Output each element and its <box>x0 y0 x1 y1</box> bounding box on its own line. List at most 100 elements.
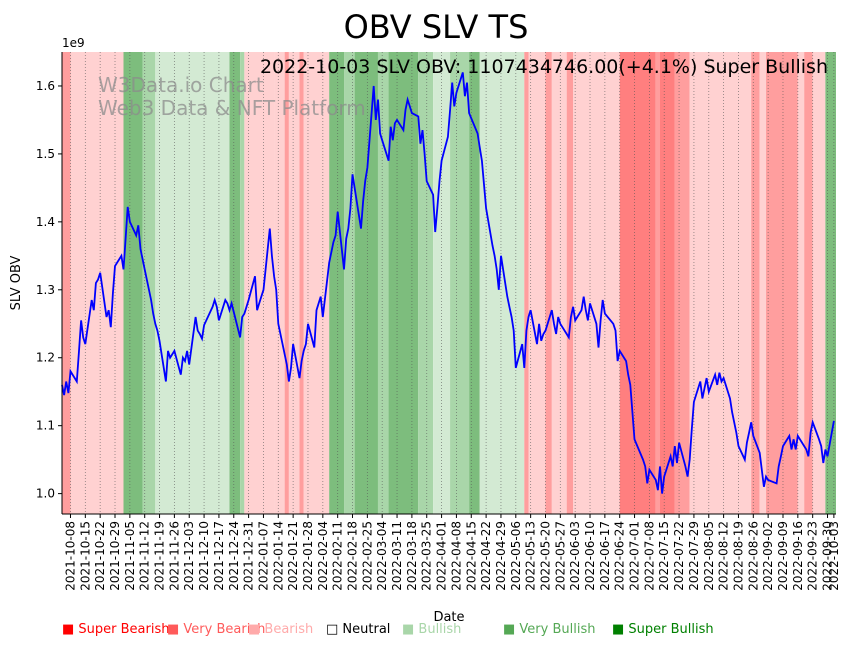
sentiment-band <box>655 52 660 514</box>
x-tick-label: 2021-12-24 <box>227 521 241 591</box>
sentiment-band <box>766 52 798 514</box>
sentiment-band <box>344 52 355 514</box>
x-tick-label: 2022-09-02 <box>761 521 775 591</box>
x-tick-label: 2021-10-22 <box>93 521 107 591</box>
x-tick-label: 2022-05-13 <box>524 521 538 591</box>
sentiment-band <box>299 52 304 514</box>
sentiment-band <box>797 52 805 514</box>
x-tick-label: 2022-06-10 <box>583 521 597 591</box>
sentiment-band <box>566 52 574 514</box>
legend-item: ■ Bearish <box>248 622 313 637</box>
legend-item: ■ Very Bullish <box>503 622 595 637</box>
sentiment-band <box>288 52 300 514</box>
x-tick-label: 2022-02-18 <box>346 521 360 591</box>
x-tick-label: 2021-12-17 <box>212 521 226 591</box>
sentiment-band <box>142 52 156 514</box>
x-tick-label: 2022-07-15 <box>657 521 671 591</box>
x-tick-label: 2022-05-20 <box>538 521 552 591</box>
axes <box>61 52 836 515</box>
sentiment-band <box>479 52 525 514</box>
x-tick-label: 2022-09-09 <box>776 521 790 591</box>
x-ticks: 2021-10-08 2021-10-15 2021-10-22 2021-10-29… <box>63 514 841 591</box>
sentiment-band <box>229 52 241 514</box>
x-tick-label: 2021-12-10 <box>197 521 211 591</box>
x-tick-label: 2021-12-31 <box>242 521 256 591</box>
x-tick-label: 2022-01-07 <box>256 521 270 591</box>
x-tick-label: 2022-08-19 <box>731 521 745 591</box>
legend-item: ■ Super Bullish <box>612 622 714 637</box>
x-tick-label: 2021-10-15 <box>78 521 92 591</box>
legend-item: ■ Super Bearish <box>62 622 170 637</box>
sentiment-band <box>303 52 330 514</box>
x-tick-label: 2021-11-26 <box>167 521 181 591</box>
sentiment-band <box>274 52 285 514</box>
x-tick-label: 2021-11-05 <box>123 521 137 591</box>
y-tick-label: 1.3 <box>36 283 55 297</box>
legend-item: □ Neutral <box>326 622 390 637</box>
x-tick-label: 2022-03-25 <box>420 521 434 591</box>
x-tick-label: 2022-07-22 <box>672 521 686 591</box>
x-tick-label: 2021-10-29 <box>108 521 122 591</box>
x-tick-label: 2022-04-22 <box>479 521 493 591</box>
sentiment-band <box>825 52 836 514</box>
obv-series-line <box>61 72 835 494</box>
x-tick-label: 2022-04-15 <box>464 521 478 591</box>
y-tick-label: 1.0 <box>36 487 55 501</box>
sentiment-band <box>751 52 760 514</box>
x-tick-label: 2022-09-30 <box>821 521 835 591</box>
x-tick-label: 2022-01-28 <box>301 521 315 591</box>
sentiment-band <box>123 52 143 514</box>
x-tick-label: 2022-05-27 <box>553 521 567 591</box>
sentiment-band <box>659 52 675 514</box>
chart-subtitle: 2022-10-03 SLV OBV: 1107434746.00(+4.1%)… <box>260 56 828 78</box>
x-tick-label: 2022-04-29 <box>494 521 508 591</box>
x-tick-label: 2022-04-08 <box>449 521 463 591</box>
x-tick-label: 2022-08-26 <box>746 521 760 591</box>
sentiment-band <box>377 52 389 514</box>
sentiment-band <box>62 52 71 514</box>
x-axis-label: Date <box>433 610 464 625</box>
x-tick-label: 2022-03-11 <box>390 521 404 591</box>
sentiment-band <box>812 52 826 514</box>
y-axis-label: SLV OBV <box>9 256 24 311</box>
x-tick-label: 2022-08-05 <box>702 521 716 591</box>
sentiment-band <box>573 52 620 514</box>
legend: ■ Super Bearish■ Very Bearish■ Bearish □ … <box>62 622 714 637</box>
sentiment-band <box>804 52 813 514</box>
chart-title: OBV SLV TS <box>344 8 529 46</box>
x-tick-label: 2022-10-03 <box>827 521 841 591</box>
x-tick-label: 2022-04-01 <box>435 521 449 591</box>
sentiment-band <box>450 52 470 514</box>
x-tick-label: 2022-01-14 <box>271 521 285 591</box>
y-tick-label: 1.5 <box>36 147 55 161</box>
y-scale-label: 1e9 <box>62 36 85 50</box>
x-tick-label: 2022-07-08 <box>642 521 656 591</box>
x-tick-label: 2021-11-19 <box>153 521 167 591</box>
x-tick-label: 2022-05-06 <box>509 521 523 591</box>
sentiment-band <box>329 52 345 514</box>
x-tick-label: 2022-02-25 <box>360 521 374 591</box>
x-tick-label: 2022-03-04 <box>375 521 389 591</box>
sentiment-band <box>244 52 275 514</box>
x-tick-label: 2022-08-12 <box>717 521 731 591</box>
y-tick-label: 1.1 <box>36 419 55 433</box>
x-tick-label: 2022-02-04 <box>316 521 330 591</box>
y-ticks: 1.0 1.1 1.2 1.3 1.4 1.5 1.6 <box>36 79 62 501</box>
x-tick-label: 2022-02-11 <box>331 521 345 591</box>
watermark-line-2: Web3 Data & NFT Platform <box>98 96 366 120</box>
x-tick-label: 2021-11-12 <box>138 521 152 591</box>
x-tick-label: 2021-12-03 <box>182 521 196 591</box>
x-tick-label: 2022-07-29 <box>687 521 701 591</box>
sentiment-band <box>70 52 124 514</box>
sentiment-band <box>469 52 480 514</box>
sentiment-band <box>759 52 767 514</box>
sentiment-band <box>155 52 230 514</box>
sentiment-band <box>528 52 546 514</box>
watermark: W3Data.io Chart Web3 Data & NFT Platform <box>98 73 366 120</box>
legend-item: ■ Very Bearish <box>167 622 265 637</box>
x-tick-label: 2022-03-18 <box>405 521 419 591</box>
legend-item: ■ Bullish <box>402 622 461 637</box>
sentiment-band <box>545 52 552 514</box>
sentiment-band <box>284 52 289 514</box>
